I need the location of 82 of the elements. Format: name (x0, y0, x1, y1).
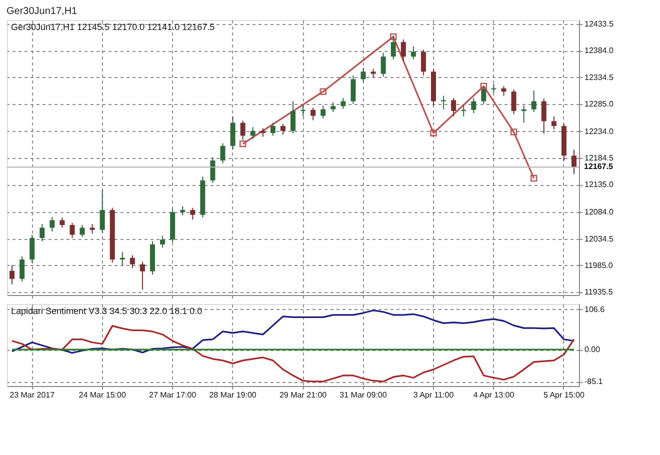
candlestick (461, 105, 466, 117)
candlestick (60, 217, 65, 228)
candlestick (140, 261, 145, 290)
y-tick-label: 11935.5 (584, 288, 614, 297)
point (510, 128, 518, 136)
y-tick-label: 12135.0 (584, 180, 614, 190)
candlestick (551, 116, 556, 130)
candlestick (280, 123, 286, 136)
chart-title: Ger30Jun17,H1 (6, 6, 78, 17)
y-tick-label: 11985.0 (584, 260, 614, 270)
candlestick (250, 126, 256, 140)
candlestick (40, 223, 45, 242)
x-tick-label: 4 Apr 13:00 (473, 390, 515, 400)
candlestick (50, 216, 55, 232)
candlestick (10, 264, 15, 285)
candlestick (330, 102, 336, 113)
candlestick (571, 149, 576, 174)
y-tick-label: 12384.0 (584, 46, 614, 56)
candlestick (471, 98, 476, 114)
y-tick-label: 12084.0 (584, 208, 614, 217)
x-tick-label: 5 Apr 15:00 (543, 390, 585, 400)
y-tick-label: 12334.5 (584, 72, 614, 82)
candlestick (511, 88, 516, 115)
x-tick-label: 23 Mar 2017 (10, 390, 56, 400)
candlestick (300, 105, 306, 117)
x-tick-label: 31 Mar 09:00 (340, 390, 388, 400)
y-tick-label: 0.00 (584, 345, 601, 354)
candlestick (160, 235, 166, 248)
x-tick-label: 28 Mar 19:00 (209, 390, 257, 400)
candlestick (230, 116, 236, 150)
candlestick (290, 100, 296, 134)
annotation: Ger30Jun17,H1 12145.5 12170.0 12141.0 12167.5 (11, 22, 215, 32)
y-tick-label: 12433.5 (584, 20, 614, 29)
candlestick (390, 35, 396, 60)
candlestick (220, 142, 226, 164)
point (530, 174, 538, 182)
x-tick-label: 3 Apr 11:00 (413, 390, 454, 400)
point (390, 33, 397, 40)
candlestick (501, 86, 506, 96)
point (430, 130, 437, 136)
candlestick (210, 156, 216, 184)
candlestick (420, 49, 426, 76)
candlestick (531, 90, 536, 113)
y-tick-label: 12285.0 (584, 99, 614, 108)
candlestick (100, 190, 105, 234)
y-tick-label: 106.6 (584, 304, 606, 314)
candlestick (350, 74, 356, 104)
candlestick (320, 105, 326, 119)
candlestick (190, 207, 196, 220)
candlestick (120, 251, 125, 266)
point (480, 82, 488, 90)
candlestick (310, 107, 316, 121)
y-tick-label: 12184.5 (584, 154, 614, 163)
ref-line-label: 12167.5 (584, 162, 614, 172)
candlestick (380, 52, 386, 78)
candlestick (70, 222, 75, 238)
candlestick (270, 122, 276, 136)
candlestick (180, 206, 186, 216)
x-tick-label: 29 Mar 21:00 (279, 390, 328, 400)
annotation: Lapidari Sentiment V3.3 34.5 30.3 22.0 18.1 0.0 (11, 306, 202, 316)
y-tick-label: 12234.0 (584, 126, 614, 136)
point (239, 140, 246, 148)
x-tick-label: 24 Mar 15:00 (78, 390, 126, 400)
candlestick (80, 224, 85, 238)
candlestick (90, 223, 95, 234)
candlestick (400, 38, 406, 62)
candlestick (360, 67, 366, 82)
point (320, 88, 326, 95)
candlestick (130, 254, 135, 269)
x-tick-label: 27 Mar 17:00 (149, 390, 197, 400)
candlestick (521, 105, 526, 124)
candlestick (410, 46, 416, 60)
candlestick (20, 256, 25, 282)
candlestick (451, 98, 456, 117)
candlestick (30, 234, 35, 264)
candlestick (541, 98, 546, 134)
candlestick (441, 95, 446, 110)
y-tick-label: 12034.5 (584, 234, 614, 244)
candlestick (340, 98, 346, 110)
line-series (11, 310, 575, 354)
y-tick-label: -85.1 (584, 377, 604, 386)
line-series (11, 325, 575, 382)
